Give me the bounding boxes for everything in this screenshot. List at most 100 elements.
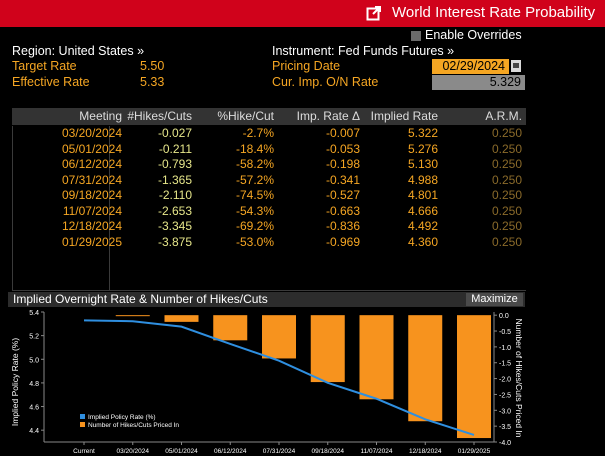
cell-arm: 0.250 (491, 126, 522, 140)
y2-tick-label: -3.0 (499, 408, 511, 415)
col-header-imp-rate-delta[interactable]: Imp. Rate Δ (296, 109, 360, 123)
region-selector[interactable]: Region: United States » (12, 44, 145, 58)
cell-pct-hike-cut: -2.7% (242, 126, 274, 140)
cell-hikes-cuts: -0.793 (157, 157, 192, 171)
cell-arm: 0.250 (491, 219, 522, 233)
bar-hikes-4 (262, 315, 296, 359)
target-rate-label: Target Rate (12, 59, 77, 73)
y2-tick-label: 0.0 (499, 313, 509, 320)
target-rate-value: 5.50 (140, 59, 165, 73)
col-header-implied-rate[interactable]: Implied Rate (370, 109, 438, 123)
cell-pct-hike-cut: -69.2% (235, 219, 274, 233)
cell-hikes-cuts: -3.345 (157, 219, 192, 233)
cell-pct-hike-cut: -58.2% (235, 157, 274, 171)
cell-meeting: 05/01/2024 (61, 141, 122, 156)
cell-hikes-cuts: -3.875 (157, 234, 192, 249)
table-row[interactable]: 05/01/2024 -0.211 -18.4% -0.053 5.276 0.… (12, 141, 526, 157)
y-tick-label: 5.2 (29, 334, 39, 341)
instrument-selector[interactable]: Instrument: Fed Funds Futures » (272, 44, 455, 58)
y2-tick-label: -3.5 (499, 424, 511, 431)
cell-meeting: 11/07/2024 (62, 203, 122, 218)
line-implied-rate (83, 319, 475, 436)
y-tick-label: 5.0 (29, 357, 39, 364)
table-row[interactable]: 03/20/2024 -0.027 -2.7% -0.007 5.322 0.2… (12, 125, 526, 141)
external-link-icon[interactable] (366, 5, 382, 21)
cell-imp-rate-delta: -0.663 (325, 203, 360, 218)
cell-imp-rate-delta: -0.007 (325, 126, 360, 140)
cell-meeting: 07/31/2024 (61, 172, 122, 187)
col-header-hikes-cuts[interactable]: #Hikes/Cuts (127, 109, 192, 123)
col-header-arm[interactable]: A.R.M. (485, 109, 522, 123)
calendar-icon[interactable] (511, 60, 521, 72)
pricing-date-input[interactable]: 02/29/2024 (432, 59, 509, 74)
y2-tick-label: -1.5 (499, 361, 511, 368)
pricing-date-label: Pricing Date (272, 59, 341, 73)
y2-tick-label: -0.5 (499, 329, 511, 336)
cell-arm: 0.250 (491, 141, 522, 156)
y-tick-label: 4.8 (29, 381, 39, 388)
cell-pct-hike-cut: -57.2% (235, 172, 274, 187)
cell-hikes-cuts: -0.211 (158, 141, 192, 156)
table-row[interactable]: 12/18/2024 -3.345 -69.2% -0.836 4.492 0.… (12, 218, 526, 234)
cell-meeting: 12/18/2024 (61, 219, 122, 233)
cell-hikes-cuts: -2.653 (157, 203, 192, 218)
table-row[interactable]: 07/31/2024 -1.365 -57.2% -0.341 4.988 0.… (12, 172, 526, 188)
y-axis-label: Implied Policy Rate (%) (10, 338, 20, 427)
x-tick-label: 06/12/2024 (214, 448, 247, 455)
maximize-button[interactable]: Maximize (466, 293, 523, 306)
table-row[interactable]: 09/18/2024 -2.110 -74.5% -0.527 4.801 0.… (12, 187, 526, 203)
y2-tick-label: -1.0 (499, 345, 511, 352)
x-tick-label: 01/29/2025 (458, 448, 491, 455)
cell-arm: 0.250 (491, 203, 522, 218)
enable-overrides-checkbox[interactable] (411, 31, 421, 41)
x-tick-label: 09/18/2024 (311, 448, 344, 455)
on-rate-value: 5.329 (432, 75, 525, 90)
effective-rate-label: Effective Rate (12, 75, 90, 89)
cell-imp-rate-delta: -0.341 (325, 172, 360, 187)
cell-arm: 0.250 (491, 234, 522, 249)
col-header-meeting[interactable]: Meeting (79, 109, 122, 123)
table-divider (12, 290, 526, 291)
cell-pct-hike-cut: -74.5% (235, 188, 274, 202)
chart-header: Implied Overnight Rate & Number of Hikes… (8, 292, 525, 307)
cell-pct-hike-cut: -54.3% (235, 203, 274, 218)
cell-hikes-cuts: -0.027 (157, 126, 192, 140)
table-row[interactable]: 06/12/2024 -0.793 -58.2% -0.198 5.130 0.… (12, 156, 526, 172)
cell-imp-rate-delta: -0.198 (325, 157, 360, 171)
y-tick-label: 4.6 (29, 405, 39, 412)
cell-meeting: 06/12/2024 (61, 157, 122, 171)
y-tick-label: 5.4 (29, 310, 39, 317)
cell-implied-rate: 5.322 (407, 126, 438, 140)
window-title: World Interest Rate Probability (392, 4, 596, 21)
cell-meeting: 01/29/2025 (61, 234, 122, 249)
on-rate-label: Cur. Imp. O/N Rate (272, 75, 379, 89)
cell-implied-rate: 4.801 (407, 188, 438, 202)
y2-tick-label: -2.5 (499, 392, 511, 399)
effective-rate-value: 5.33 (140, 75, 165, 89)
y2-tick-label: -4.0 (499, 440, 511, 447)
y2-tick-label: -2.0 (499, 377, 511, 384)
table-row[interactable]: 01/29/2025 -3.875 -53.0% -0.969 4.360 0.… (12, 234, 526, 250)
cell-implied-rate: 4.492 (407, 219, 438, 233)
cell-pct-hike-cut: -53.0% (235, 234, 274, 249)
cell-imp-rate-delta: -0.527 (325, 188, 360, 202)
rate-chart: 5.4 5.2 5.0 4.8 4.6 4.4 0.0 -0.5 -1.0 -1.5 -2.0 -2.… (8, 308, 525, 456)
cell-imp-rate-delta: -0.969 (325, 234, 360, 249)
x-tick-label: 05/01/2024 (165, 448, 198, 455)
bar-hikes-3 (213, 315, 248, 341)
cell-imp-rate-delta: -0.053 (325, 141, 360, 156)
legend-swatch-rate (80, 414, 85, 419)
table-divider (109, 126, 110, 290)
cell-hikes-cuts: -1.365 (157, 172, 192, 187)
legend-swatch-hikes (80, 422, 85, 427)
cell-hikes-cuts: -2.110 (158, 188, 192, 202)
cell-arm: 0.250 (491, 157, 522, 171)
col-header-pct-hike-cut[interactable]: %Hike/Cut (217, 109, 274, 123)
table-row[interactable]: 11/07/2024 -2.653 -54.3% -0.663 4.666 0.… (12, 203, 526, 219)
enable-overrides-label[interactable]: Enable Overrides (425, 28, 522, 42)
title-bar: World Interest Rate Probability (0, 0, 605, 27)
x-tick-label: Current (73, 448, 95, 455)
cell-arm: 0.250 (491, 172, 522, 187)
x-tick-label: 03/20/2024 (116, 448, 149, 455)
y2-axis-label: Number of Hikes/Cuts Priced In (514, 318, 524, 437)
